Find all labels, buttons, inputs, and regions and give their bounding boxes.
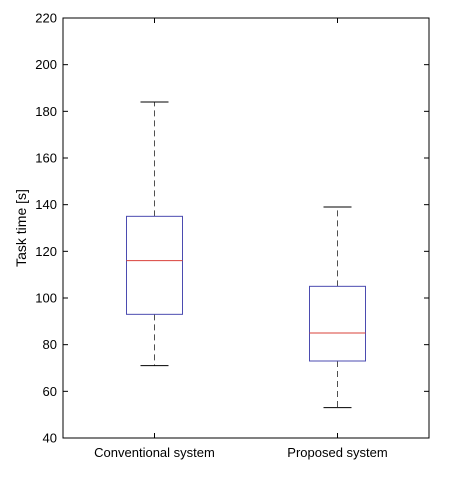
plot-frame (62, 17, 430, 439)
x-tick-label: Conventional system (94, 445, 215, 460)
y-tick-label: 140 (35, 197, 57, 212)
y-axis-label: Task time [s] (13, 189, 29, 267)
y-tick-label: 180 (35, 104, 57, 119)
x-axis-ticks: Conventional system Proposed system (94, 18, 388, 460)
y-tick-label: 160 (35, 151, 57, 166)
y-tick-label: 100 (35, 291, 57, 306)
y-tick-label: 200 (35, 57, 57, 72)
box-conventional-system (126, 101, 183, 367)
box-series (126, 101, 366, 409)
box-proposed-system (309, 206, 366, 409)
y-tick-label: 80 (43, 337, 57, 352)
y-tick-label: 40 (43, 431, 57, 446)
y-tick-label: 220 (35, 11, 57, 26)
y-tick-label: 60 (43, 384, 57, 399)
x-tick-label: Proposed system (287, 445, 387, 460)
iqr-box (126, 215, 183, 315)
y-tick-label: 120 (35, 244, 57, 259)
y-axis-ticks: 40 60 80 100 120 140 160 180 200 220 (35, 11, 429, 446)
iqr-box (309, 285, 366, 362)
